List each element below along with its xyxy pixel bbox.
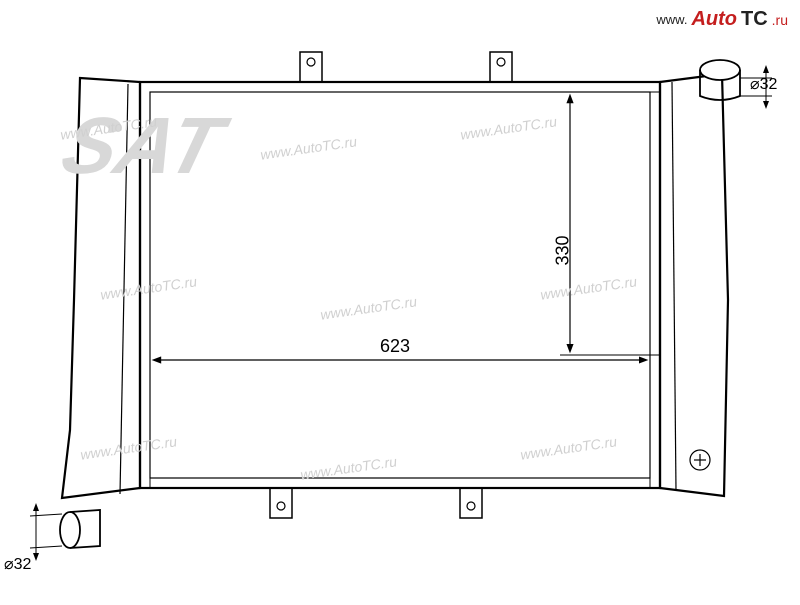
dimension-width — [150, 350, 650, 488]
logo-suffix: .ru — [772, 12, 788, 28]
mount-bottom-1 — [270, 488, 292, 518]
dimension-height — [560, 92, 660, 355]
site-logo: www. Auto TC .ru — [656, 8, 788, 31]
port-tr-dia: ⌀32 — [750, 74, 777, 94]
logo-prefix: www. — [656, 12, 687, 27]
mount-top-2 — [490, 52, 512, 82]
mount-top-1 — [300, 52, 322, 82]
diagram-svg — [0, 0, 800, 600]
logo-secondary: TC — [741, 8, 768, 31]
right-tank — [660, 74, 728, 496]
drain-cap — [690, 450, 710, 470]
radiator-core — [140, 82, 660, 488]
dim-width-label: 623 — [380, 336, 410, 357]
dim-height-label: 330 — [553, 235, 574, 265]
left-tank — [62, 78, 140, 498]
logo-primary: Auto — [691, 8, 737, 31]
port-bottom-left — [30, 510, 100, 554]
mount-bottom-2 — [460, 488, 482, 518]
port-bl-dia: ⌀32 — [4, 554, 31, 574]
